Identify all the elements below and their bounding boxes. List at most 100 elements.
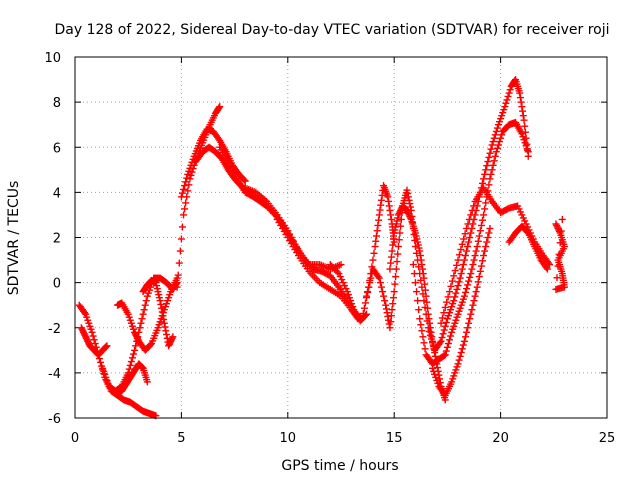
data-point <box>470 256 478 264</box>
data-point <box>446 336 454 344</box>
data-point <box>440 352 448 360</box>
series-track-1 <box>75 301 160 420</box>
data-point <box>444 340 452 348</box>
y-tick-label: 10 <box>44 51 61 66</box>
data-point <box>453 261 461 269</box>
data-point <box>187 171 195 179</box>
data-point <box>441 351 449 359</box>
series-track-21 <box>552 215 568 293</box>
data-point <box>397 215 405 223</box>
data-point <box>139 310 147 318</box>
data-point <box>372 237 380 245</box>
data-point <box>361 299 369 307</box>
data-point <box>240 176 248 184</box>
data-point <box>180 185 188 193</box>
data-point <box>426 324 434 332</box>
data-point <box>417 321 425 329</box>
data-point <box>461 230 469 238</box>
data-point <box>183 174 191 182</box>
data-point <box>394 250 402 258</box>
data-point <box>161 323 169 331</box>
data-point <box>494 141 502 149</box>
data-point <box>407 214 415 222</box>
data-point <box>392 273 400 281</box>
data-point <box>418 261 426 269</box>
data-point <box>384 193 392 201</box>
x-tick-label: 0 <box>71 431 79 446</box>
data-point <box>463 285 471 293</box>
series-track-20 <box>505 222 551 273</box>
data-point <box>156 297 164 305</box>
data-point <box>392 265 400 273</box>
data-point <box>404 193 412 201</box>
data-point <box>424 310 432 318</box>
data-point <box>447 282 455 290</box>
data-point <box>473 283 481 291</box>
data-point <box>492 148 500 156</box>
data-point <box>437 337 445 345</box>
data-point <box>181 182 189 190</box>
data-point <box>382 301 390 309</box>
data-point <box>397 222 405 230</box>
data-point <box>465 277 473 285</box>
data-point <box>388 306 396 314</box>
data-point <box>438 334 446 342</box>
data-point <box>481 205 489 213</box>
data-point <box>367 274 375 282</box>
series-track-17 <box>409 118 532 368</box>
data-point <box>490 157 498 165</box>
data-point <box>241 177 249 185</box>
data-point <box>468 265 476 273</box>
data-point <box>456 274 464 282</box>
data-point <box>360 304 368 312</box>
data-point <box>521 122 529 130</box>
data-point <box>81 309 89 317</box>
data-point <box>487 170 495 178</box>
data-point <box>419 333 427 341</box>
data-point <box>359 309 367 317</box>
data-point <box>443 343 451 351</box>
data-point <box>482 199 490 207</box>
data-point <box>422 292 430 300</box>
data-point <box>475 273 483 281</box>
x-tick-label: 15 <box>386 431 403 446</box>
data-point <box>451 293 459 301</box>
data-point <box>453 285 461 293</box>
data-point <box>501 103 509 111</box>
data-point <box>555 250 563 258</box>
data-point <box>463 247 471 255</box>
data-point <box>176 247 184 255</box>
data-point <box>466 234 474 241</box>
data-point <box>441 303 449 311</box>
series-track-6 <box>114 360 151 397</box>
data-point <box>380 292 388 300</box>
data-point <box>425 315 433 323</box>
data-point <box>333 268 341 276</box>
data-point <box>137 319 145 327</box>
data-point <box>543 265 551 273</box>
data-point <box>471 292 479 300</box>
y-axis-label: SDTVAR / TECUs <box>6 181 22 296</box>
data-point <box>464 220 472 228</box>
data-point <box>524 148 532 156</box>
data-point <box>132 342 140 350</box>
data-point <box>127 358 135 366</box>
data-point <box>474 278 482 286</box>
data-point <box>160 319 168 327</box>
data-point <box>89 332 97 340</box>
data-point <box>374 273 382 281</box>
data-point <box>440 309 448 317</box>
data-point <box>424 304 432 312</box>
data-point <box>410 270 418 278</box>
data-point <box>378 288 386 296</box>
data-point <box>138 315 146 323</box>
data-point <box>386 265 394 273</box>
data-point <box>386 206 394 214</box>
data-point <box>463 224 471 232</box>
data-point <box>460 292 468 300</box>
data-point <box>440 326 448 334</box>
data-point <box>554 262 562 270</box>
data-point <box>479 257 487 265</box>
data-point <box>140 306 148 314</box>
data-point <box>496 138 504 146</box>
